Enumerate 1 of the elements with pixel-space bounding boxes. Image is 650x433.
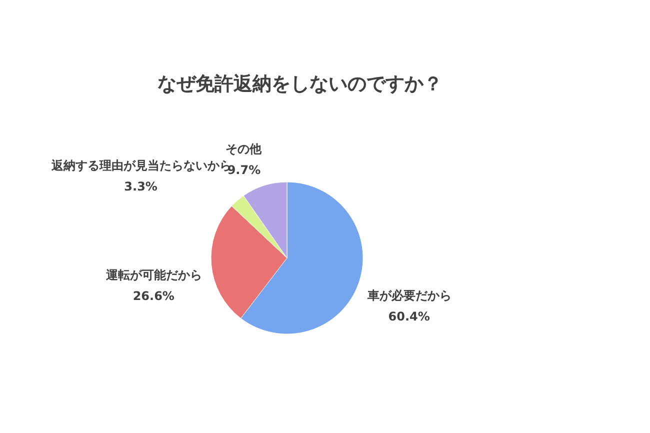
title: なぜ免許返納をしないのですか？ (158, 73, 442, 95)
